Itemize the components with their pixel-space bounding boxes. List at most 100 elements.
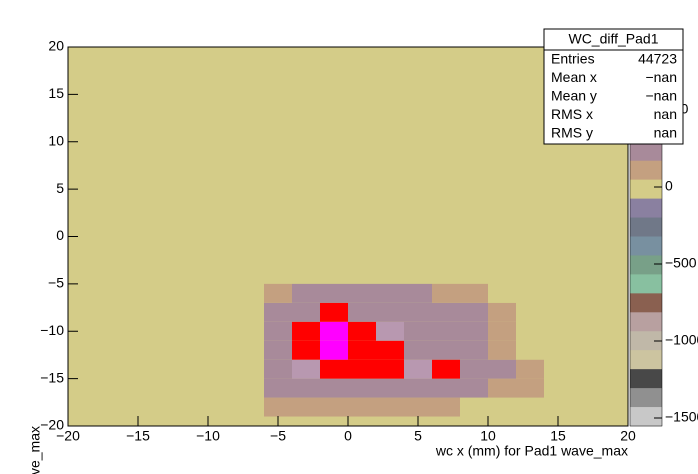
heat-cell [432,283,460,303]
z-tick-label: −1000 [665,332,698,348]
heat-cell [432,340,460,360]
heat-cell [376,378,404,398]
heat-cell [348,397,376,417]
y-tick-label: 0 [56,227,64,243]
heat-cell [292,302,320,322]
heat-cell [348,359,376,379]
color-bar-band [630,312,662,332]
x-tick-label: −10 [196,428,220,444]
stats-label: Mean y [551,88,597,104]
heat-cell [376,397,404,417]
heat-cell [348,283,376,303]
z-tick-label: −1500 [665,409,698,425]
z-tick-label: 0 [665,178,673,194]
heat-cell [460,302,488,322]
heat-cell [320,283,348,303]
color-bar-band [630,350,662,370]
heat-cell [264,378,292,398]
x-tick-label: 20 [620,428,636,444]
heat-cell [488,340,516,360]
heat-cell [516,378,544,398]
heat-cell [516,302,544,322]
heat-cell [376,302,404,322]
heat-cell [320,397,348,417]
x-tick-label: 5 [414,428,422,444]
heat-cell [320,378,348,398]
heat-cell [432,378,460,398]
color-bar-band [630,388,662,408]
z-tick-label: −500 [665,255,697,271]
heat-cell [460,378,488,398]
heat-cell [404,397,432,417]
heat-cell [488,397,516,417]
stats-box [543,28,684,145]
stats-value: −nan [645,69,677,85]
heat-cell [348,378,376,398]
y-tick-label: −5 [48,275,64,291]
heat-cell [488,378,516,398]
heat-cell [348,321,376,341]
color-bar-band [630,141,662,162]
heat-cell [264,340,292,360]
y-tick-label: −15 [40,369,64,385]
heat-cell [460,340,488,360]
heat-cell [488,359,516,379]
heat-cell [348,302,376,322]
heat-cell [292,340,320,360]
heat-cell [488,321,516,341]
stats-label: RMS x [551,106,593,122]
y-tick-label: −20 [40,417,64,433]
heat-cell [320,359,348,379]
heat-cell [376,321,404,341]
heat-cell [432,359,460,379]
y-tick-label: 5 [56,180,64,196]
color-bar-band [630,179,662,200]
heat-cell [264,302,292,322]
y-tick-label: 15 [48,85,64,101]
color-bar-band [630,369,662,389]
x-tick-label: 0 [344,428,352,444]
heat-cell [320,302,348,322]
heat-cell [516,340,544,360]
heat-cell [432,302,460,322]
color-bar-band [630,236,662,256]
heat-cell [516,397,544,417]
x-axis-title: wc x (mm) for Pad1 wave_max [435,443,628,459]
heat-cell [264,359,292,379]
heat-cell [292,283,320,303]
heat-cell [264,321,292,341]
heat-cell [320,321,348,341]
y-tick-label: 10 [48,132,64,148]
stats-value: nan [654,125,677,141]
heat-cell [292,321,320,341]
color-bar-band [630,198,662,219]
heat-cell [460,397,488,417]
stats-value: nan [654,106,677,122]
x-tick-label: −15 [126,428,150,444]
heat-cell [516,359,544,379]
y-tick-label: 20 [48,38,64,54]
stats-label: Entries [551,51,595,67]
x-tick-label: 15 [550,428,566,444]
heat-cell [460,359,488,379]
heat-cell [404,302,432,322]
stats-title: WC_diff_Pad1 [568,31,658,47]
color-bar-band [630,255,662,275]
color-bar-band [630,331,662,351]
heat-cell [488,283,516,303]
heat-cell [320,340,348,360]
stats-label: RMS y [551,125,593,141]
heat-cell [292,378,320,398]
heat-cell [516,321,544,341]
stats-value: 44723 [638,51,677,67]
heat-cell [292,359,320,379]
x-tick-label: −5 [270,428,286,444]
heat-cell [432,397,460,417]
y-axis-title: wc y (mm) for Pad1 wave_max [27,426,43,474]
heat-cell [404,321,432,341]
heat-cell [404,378,432,398]
heat-cell [404,340,432,360]
stats-value: −nan [645,88,677,104]
heat-cell [488,302,516,322]
